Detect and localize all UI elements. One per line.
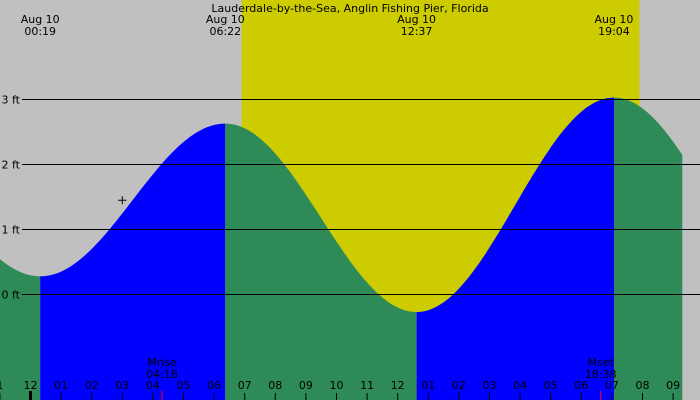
hour-tick-label: 08	[268, 379, 282, 392]
grid-lines	[22, 99, 700, 295]
extreme-date-label: Aug 10	[594, 13, 633, 26]
hour-tick-label: 02	[85, 379, 99, 392]
chart-title: Lauderdale-by-the-Sea, Anglin Fishing Pi…	[211, 2, 488, 15]
hour-tick-label: 04	[513, 379, 527, 392]
hour-tick-label: 01	[54, 379, 68, 392]
hour-tick-label: 1	[0, 379, 3, 392]
hour-tick-label: 08	[636, 379, 650, 392]
extreme-date-label: Aug 10	[21, 13, 60, 26]
y-tick-label: 2 ft	[2, 159, 21, 172]
hour-ticks: 1 12 01 02 03 04 05 06 07 08 09 10 11 12 01 02 03 04 05 06 0…	[0, 379, 680, 400]
hour-tick-label: 07	[238, 379, 252, 392]
hour-tick-label: 02	[452, 379, 466, 392]
value-marker	[118, 196, 127, 205]
extreme-date-label: Aug 10	[397, 13, 436, 26]
hour-tick-label: 09	[299, 379, 313, 392]
hour-tick-label: 03	[115, 379, 129, 392]
tide-areas	[0, 97, 683, 400]
hour-tick-label: 12	[391, 379, 405, 392]
hour-tick-label: 03	[483, 379, 497, 392]
moon-event-time: 18:38	[585, 368, 617, 381]
hour-tick-label: 05	[544, 379, 558, 392]
moon-event-time: 04:18	[146, 368, 178, 381]
hour-tick-label: 06	[207, 379, 221, 392]
hour-tick-label: 04	[146, 379, 160, 392]
hour-tick-label: 01	[421, 379, 435, 392]
falling-tide-area	[614, 97, 683, 400]
midnight-marker	[29, 391, 32, 400]
extreme-time-label: 12:37	[401, 25, 433, 38]
extreme-time-label: 19:04	[598, 25, 630, 38]
falling-tide-area	[225, 123, 417, 400]
moon-event-label: Mset	[588, 356, 615, 369]
extreme-date-label: Aug 10	[206, 13, 245, 26]
extreme-time-label: 00:19	[24, 25, 56, 38]
y-axis-labels: 0 ft 1 ft 2 ft 3 ft	[2, 94, 21, 302]
y-tick-label: 1 ft	[2, 224, 21, 237]
y-tick-label: 3 ft	[2, 94, 21, 107]
moon-event-label: Mrise	[147, 356, 177, 369]
rising-tide-area	[40, 123, 226, 400]
hour-tick-label: 06	[574, 379, 588, 392]
rising-tide-area	[416, 97, 614, 400]
hour-tick-label: 09	[666, 379, 680, 392]
extreme-time-label: 06:22	[209, 25, 241, 38]
y-tick-label: 0 ft	[2, 289, 21, 302]
hour-tick-label: 12	[24, 379, 38, 392]
hour-tick-label: 10	[330, 379, 344, 392]
hour-tick-label: 07	[605, 379, 619, 392]
hour-tick-label: 05	[177, 379, 191, 392]
hour-tick-label: 11	[360, 379, 374, 392]
